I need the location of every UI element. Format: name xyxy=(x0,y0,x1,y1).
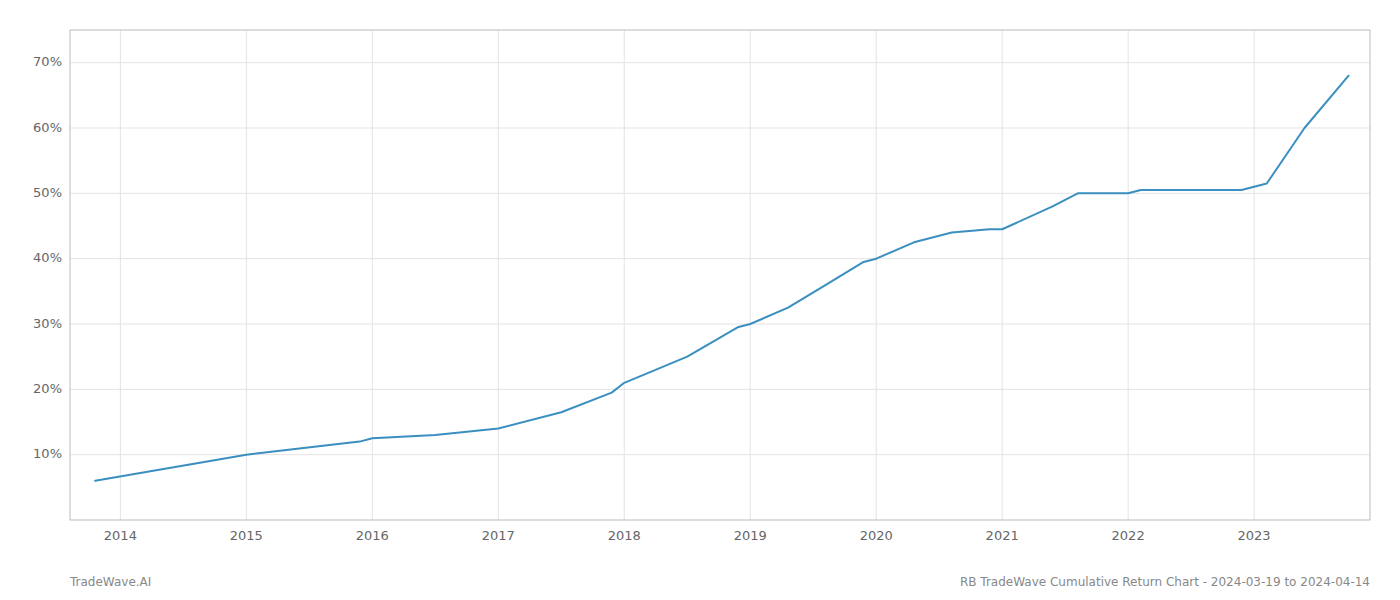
footer-right: RB TradeWave Cumulative Return Chart - 2… xyxy=(960,575,1370,589)
grid-line-y xyxy=(70,389,1370,390)
grid-line-y xyxy=(70,324,1370,325)
y-tick-label: 30% xyxy=(33,316,62,331)
line xyxy=(95,76,1348,481)
series xyxy=(95,76,1348,481)
grid-line-x xyxy=(750,30,751,520)
y-tick-label: 20% xyxy=(33,381,62,396)
x-tick-label: 2015 xyxy=(230,528,263,543)
plot-frame xyxy=(70,30,1370,520)
grid-line-x xyxy=(120,30,121,520)
grid-line-y xyxy=(70,193,1370,194)
grid-line-x xyxy=(1128,30,1129,520)
grid-line-x xyxy=(876,30,877,520)
x-tick-label: 2022 xyxy=(1112,528,1145,543)
x-tick-label: 2021 xyxy=(986,528,1019,543)
grid-line-x xyxy=(372,30,373,520)
grid-line-y xyxy=(70,454,1370,455)
x-tick-label: 2017 xyxy=(482,528,515,543)
grid-line-y xyxy=(70,128,1370,129)
x-tick-label: 2023 xyxy=(1238,528,1271,543)
footer-left: TradeWave.AI xyxy=(69,575,151,589)
chart: 10% 20% 30% 40% 50% 60% 70% 2014 2015 2016 2017 201… xyxy=(0,0,1400,600)
x-tick-label: 2016 xyxy=(356,528,389,543)
grid xyxy=(70,30,1370,520)
y-tick-label: 70% xyxy=(33,54,62,69)
grid-line-y xyxy=(70,62,1370,63)
grid-line-x xyxy=(246,30,247,520)
grid-line-x xyxy=(624,30,625,520)
y-tick-label: 10% xyxy=(33,446,62,461)
y-tick-label: 60% xyxy=(33,120,62,135)
x-tick-label: 2019 xyxy=(734,528,767,543)
grid-line-x xyxy=(498,30,499,520)
x-tick-label: 2014 xyxy=(104,528,137,543)
grid-line-x xyxy=(1002,30,1003,520)
ticks: 10% 20% 30% 40% 50% 60% 70% 2014 2015 2016 2017 201… xyxy=(33,54,1271,543)
y-tick-label: 50% xyxy=(33,185,62,200)
grid-line-y xyxy=(70,258,1370,259)
x-tick-label: 2018 xyxy=(608,528,641,543)
y-tick-label: 40% xyxy=(33,250,62,265)
x-tick-label: 2020 xyxy=(860,528,893,543)
grid-line-x xyxy=(1254,30,1255,520)
